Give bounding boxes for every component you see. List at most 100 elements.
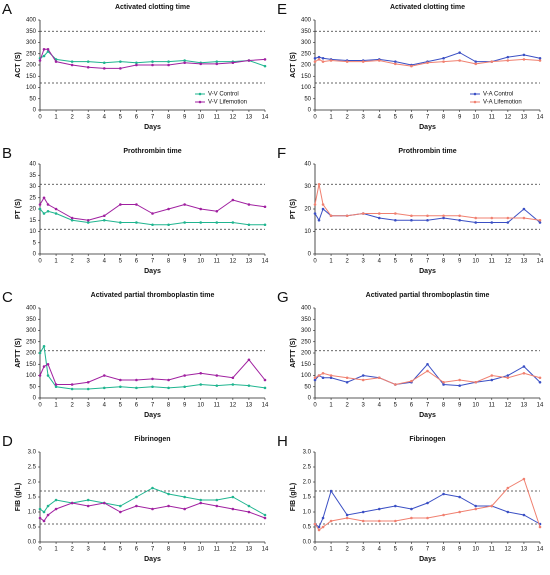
- x-tick-label: 9: [458, 259, 462, 265]
- x-tick-label: 14: [262, 115, 269, 121]
- data-point: [329, 519, 333, 523]
- data-point: [70, 387, 74, 391]
- data-point: [426, 501, 429, 505]
- y-tick-label: 400: [26, 18, 37, 24]
- data-point: [215, 62, 219, 66]
- data-point: [426, 369, 429, 373]
- data-point: [458, 218, 461, 222]
- data-point: [522, 477, 526, 481]
- data-point: [317, 58, 321, 61]
- data-point: [377, 519, 381, 523]
- x-tick-label: 12: [505, 547, 512, 553]
- data-point: [458, 214, 461, 218]
- data-point: [231, 495, 235, 499]
- data-point: [119, 378, 122, 382]
- y-tick-label: 20: [29, 207, 36, 213]
- data-point: [506, 216, 510, 220]
- data-point: [151, 377, 154, 381]
- data-point: [345, 376, 349, 380]
- x-tick-label: 3: [87, 115, 91, 121]
- y-tick-label: 0.0: [28, 540, 37, 546]
- x-tick-label: 9: [458, 547, 462, 553]
- data-point: [458, 510, 461, 514]
- x-tick-label: 11: [489, 403, 496, 409]
- x-tick-label: 3: [362, 403, 366, 409]
- y-tick-label: 100: [301, 373, 312, 379]
- y-tick-label: 10: [304, 229, 311, 235]
- data-point: [70, 218, 74, 222]
- series-line: [39, 344, 266, 390]
- x-tick-label: 3: [362, 547, 366, 553]
- x-tick-label: 2: [345, 115, 349, 121]
- data-point: [86, 380, 90, 384]
- y-tick-label: 350: [301, 29, 312, 35]
- y-tick-label: 200: [26, 63, 37, 69]
- data-point: [263, 64, 267, 68]
- y-tick-label: 400: [301, 306, 312, 312]
- data-point: [426, 218, 429, 222]
- data-point: [361, 212, 365, 215]
- y-tick-label: 20: [304, 207, 311, 213]
- x-tick-label: 6: [135, 547, 139, 553]
- data-point: [38, 207, 42, 211]
- data-point: [490, 374, 494, 377]
- x-tick-label: 5: [394, 403, 398, 409]
- x-tick-label: 6: [135, 259, 139, 265]
- x-tick-label: 1: [54, 259, 58, 265]
- data-point: [46, 513, 50, 517]
- data-point: [183, 385, 186, 389]
- y-axis-label: FIB (g/L): [290, 483, 297, 511]
- y-tick-label: 0: [308, 108, 312, 114]
- y-tick-label: 250: [26, 339, 37, 345]
- data-point: [199, 371, 203, 375]
- data-point: [458, 51, 461, 54]
- data-point: [247, 223, 251, 227]
- x-tick-label: 13: [521, 259, 528, 265]
- data-point: [86, 221, 90, 224]
- data-point: [54, 507, 58, 511]
- x-tick-label: 1: [54, 403, 58, 409]
- x-tick-label: 13: [521, 115, 528, 121]
- series-line: [39, 196, 266, 221]
- data-point: [247, 203, 251, 206]
- panel-label: E: [277, 1, 287, 18]
- x-tick-label: 14: [262, 259, 269, 265]
- y-tick-label: 350: [301, 317, 312, 323]
- data-point: [263, 378, 267, 382]
- y-tick-label: 40: [304, 162, 311, 168]
- data-point: [167, 63, 170, 67]
- data-point: [86, 218, 90, 222]
- data-point: [86, 504, 90, 508]
- data-point: [231, 376, 235, 380]
- data-point: [215, 374, 219, 377]
- data-point: [135, 61, 138, 65]
- data-point: [151, 385, 154, 389]
- data-point: [426, 362, 429, 366]
- data-point: [183, 495, 186, 499]
- x-tick-label: 1: [329, 259, 333, 265]
- data-point: [247, 358, 251, 362]
- data-point: [102, 61, 106, 65]
- data-point: [167, 60, 170, 63]
- x-axis-label: Days: [419, 412, 436, 419]
- data-point: [442, 383, 445, 386]
- x-tick-label: 11: [489, 115, 496, 121]
- x-tick-label: 4: [103, 259, 107, 265]
- data-point: [394, 62, 397, 66]
- x-tick-label: 5: [394, 115, 398, 121]
- data-point: [135, 386, 138, 390]
- data-point: [119, 67, 122, 70]
- x-tick-label: 3: [87, 403, 91, 409]
- data-point: [42, 510, 46, 514]
- y-axis-label: PT (S): [15, 199, 22, 219]
- data-point: [263, 58, 267, 61]
- x-tick-label: 10: [197, 259, 204, 265]
- y-tick-label: 250: [26, 51, 37, 57]
- data-point: [329, 374, 333, 377]
- data-point: [394, 383, 397, 386]
- data-point: [70, 63, 74, 67]
- data-point: [394, 519, 397, 523]
- y-tick-label: 0.5: [28, 525, 37, 531]
- data-point: [538, 380, 542, 384]
